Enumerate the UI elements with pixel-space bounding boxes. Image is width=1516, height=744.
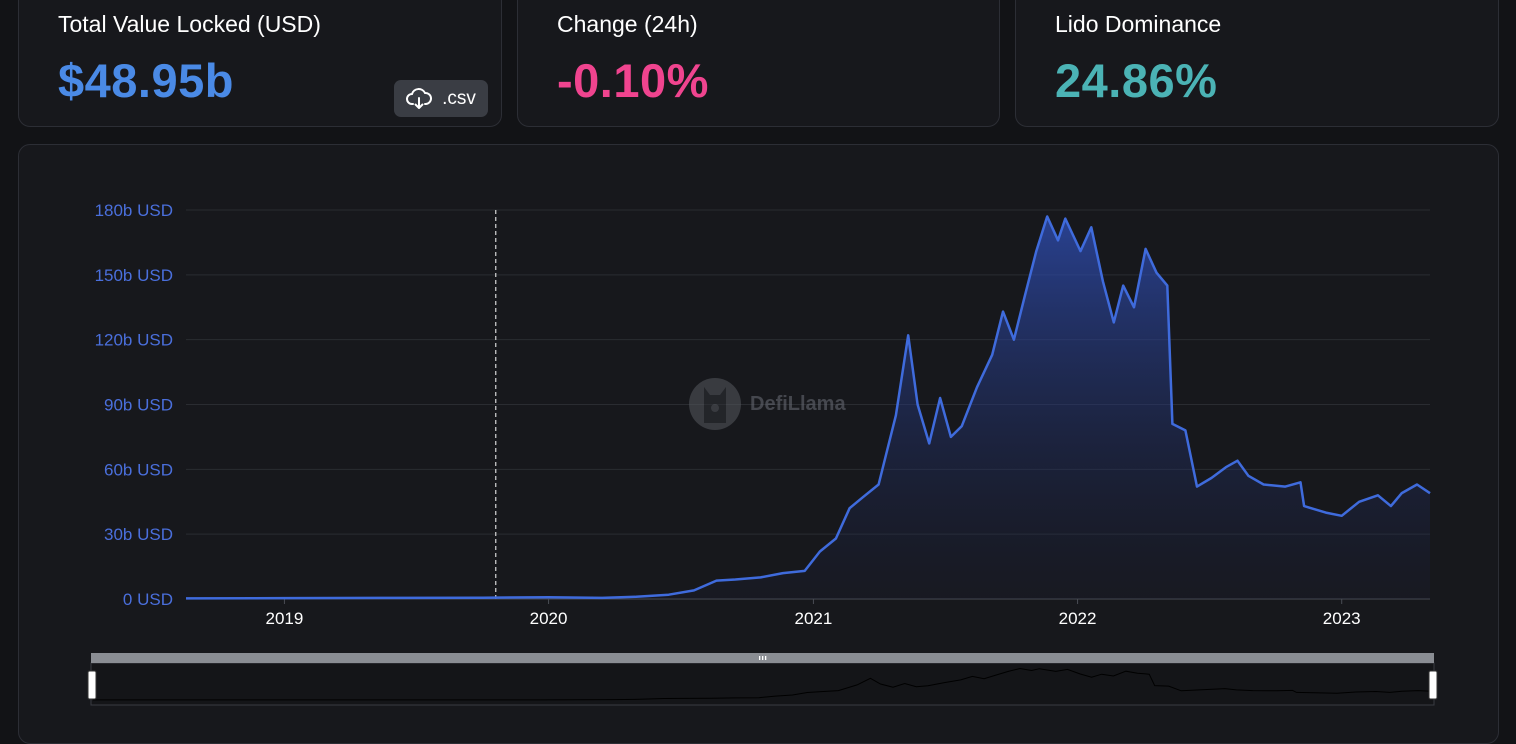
y-tick-label: 150b USD (95, 266, 173, 285)
dominance-value: 24.86% (1055, 54, 1218, 107)
chart-panel (18, 144, 1499, 744)
x-tick-label: 2021 (795, 609, 833, 628)
range-slider[interactable] (87, 653, 1438, 706)
tvl-series-line (185, 215, 1431, 600)
y-tick-label: 0 USD (123, 590, 173, 609)
range-slider-track (90, 662, 1435, 706)
y-tick-label: 60b USD (104, 460, 173, 479)
cloud-download-icon (406, 87, 433, 109)
tvl-value: $48.95b (58, 54, 234, 107)
y-tick-label: 30b USD (104, 525, 173, 544)
change-card: Change (24h) -0.10% (517, 0, 1000, 127)
tvl-label: Total Value Locked (USD) (58, 11, 321, 37)
tvl-card: Total Value Locked (USD) $48.95b .csv (18, 0, 502, 127)
dominance-card: Lido Dominance 24.86% (1015, 0, 1499, 127)
csv-button-label: .csv (442, 87, 476, 109)
x-tick-label: 2019 (266, 609, 304, 628)
y-axis: 0 USD 30b USD 60b USD 90b USD 120b USD 150b U… (95, 201, 173, 609)
range-slider-left-handle[interactable] (87, 670, 97, 700)
x-tick-label: 2020 (530, 609, 568, 628)
x-tick-label: 2022 (1059, 609, 1097, 628)
x-tick-label: 2023 (1323, 609, 1361, 628)
range-slider-grip-icon[interactable] (759, 656, 767, 660)
tvl-chart[interactable]: 0 USD 30b USD 60b USD 90b USD 120b USD 150b U… (0, 0, 1516, 725)
change-value: -0.10% (557, 54, 709, 107)
change-label: Change (24h) (557, 11, 698, 37)
llama-logo-icon (689, 378, 741, 430)
y-tick-label: 120b USD (95, 331, 173, 350)
x-axis: 2019 2020 2021 2022 2023 (266, 599, 1361, 628)
watermark-text: DefiLlama (750, 392, 846, 415)
watermark: DefiLlama (688, 375, 846, 433)
dominance-label: Lido Dominance (1055, 11, 1222, 37)
y-tick-label: 180b USD (95, 201, 173, 220)
tvl-area (186, 216, 1430, 599)
range-slider-preview (93, 667, 1433, 701)
range-slider-right-handle[interactable] (1428, 670, 1438, 700)
csv-download-button[interactable]: .csv (394, 80, 488, 117)
y-tick-label: 90b USD (104, 396, 173, 415)
